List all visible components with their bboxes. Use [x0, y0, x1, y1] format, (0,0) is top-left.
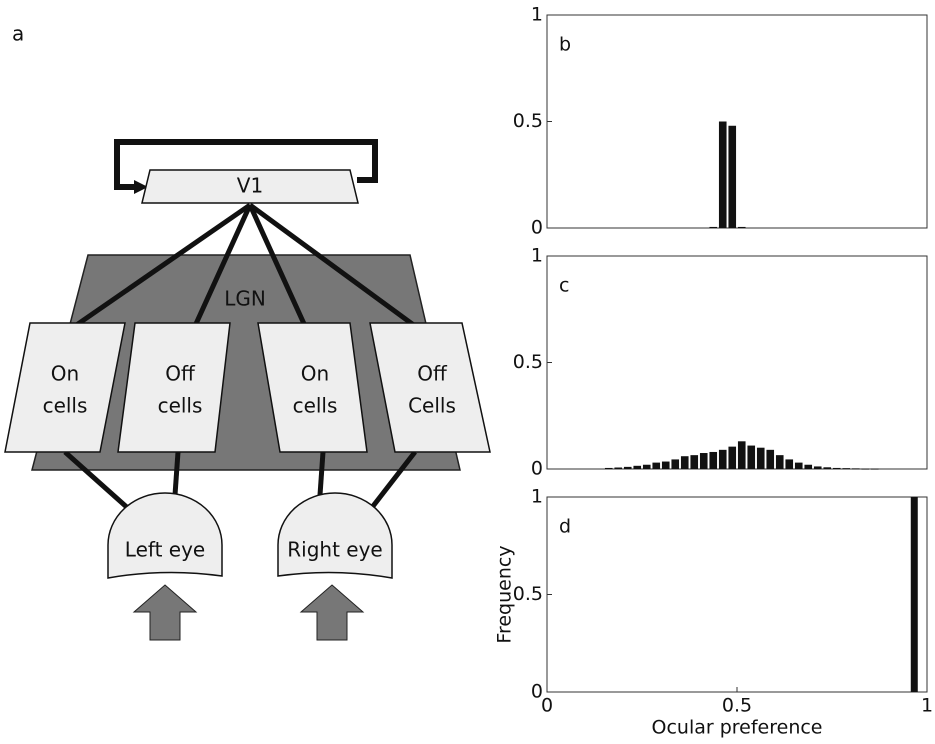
y-tick-label: 0 [531, 458, 543, 480]
panel-label: c [559, 275, 569, 297]
x-axis-label: Ocular preference [652, 717, 823, 739]
bar [861, 469, 869, 470]
bar [852, 468, 860, 469]
axes-frame [547, 497, 927, 692]
cell-label: Cells [408, 394, 456, 418]
lgn-label: LGN [224, 287, 266, 311]
cell-label: cells [293, 394, 338, 418]
figure: a LGN V1 On cells Off cells On cells Off… [0, 0, 935, 744]
panel-label: d [559, 516, 571, 538]
bar [757, 448, 765, 469]
bar [719, 450, 727, 469]
bar [624, 467, 632, 469]
bar [911, 497, 918, 692]
bar [795, 463, 803, 469]
y-axis-label: Frequency [494, 545, 516, 643]
y-tick-label: 0.5 [513, 110, 543, 132]
bar [814, 466, 822, 469]
bar [605, 468, 613, 469]
x-tick-label: 0.5 [722, 695, 752, 717]
cell-label: On [51, 362, 79, 386]
bar [738, 441, 746, 469]
bar [728, 126, 736, 228]
cell-label: cells [158, 394, 203, 418]
bar [785, 459, 793, 469]
bar [719, 122, 727, 229]
v1-label: V1 [237, 174, 263, 198]
diagram: a LGN V1 On cells Off cells On cells Off… [5, 22, 490, 641]
bar [643, 465, 651, 469]
bar [871, 469, 879, 470]
y-tick-label: 0 [531, 217, 543, 239]
bar [804, 465, 812, 469]
bar [766, 450, 774, 469]
y-tick-label: 1 [531, 245, 543, 267]
bar [690, 455, 698, 469]
bar [842, 468, 850, 469]
y-tick-label: 0.5 [513, 583, 543, 605]
y-tick-label: 1 [531, 486, 543, 508]
bar [709, 452, 717, 469]
eye-label: Right eye [287, 538, 382, 562]
bar [709, 227, 717, 228]
cell-label: Off [165, 362, 196, 386]
bar [738, 227, 746, 228]
bar [614, 468, 622, 469]
bar [747, 446, 755, 469]
bar [681, 456, 689, 469]
bar [776, 455, 784, 469]
bar [833, 468, 841, 469]
input-arrow [301, 585, 363, 640]
panel-label: b [559, 34, 571, 56]
input-arrow [134, 585, 196, 640]
y-tick-label: 1 [531, 4, 543, 26]
bar [633, 466, 641, 469]
y-tick-label: 0.5 [513, 351, 543, 373]
eye-label: Left eye [125, 538, 205, 562]
bar [662, 462, 670, 469]
cell-label: cells [43, 394, 88, 418]
bar [728, 447, 736, 469]
bar [823, 467, 831, 469]
axes-frame [547, 15, 927, 228]
bar [700, 453, 708, 469]
x-tick-label: 1 [921, 695, 933, 717]
axes-frame [547, 256, 927, 469]
cell-label: Off [417, 362, 448, 386]
panel-label: a [12, 22, 24, 46]
bar [652, 463, 660, 469]
bar [671, 459, 679, 469]
x-tick-label: 0 [541, 695, 553, 717]
cell-label: On [301, 362, 329, 386]
